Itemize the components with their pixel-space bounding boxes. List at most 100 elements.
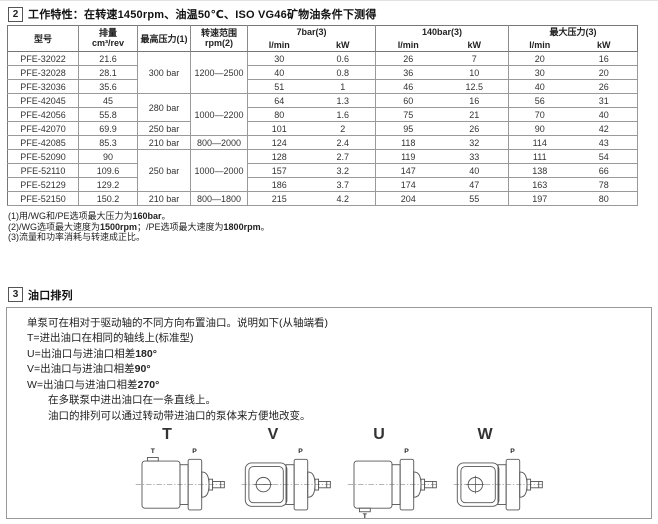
table-cell: 26	[440, 121, 510, 136]
col-header-model: 型号	[7, 25, 79, 52]
port-diagram-t: T P T	[134, 426, 226, 518]
group-header-140bar: 140bar(3)	[375, 25, 510, 38]
col-header-speed-range: 转速范围 rpm(2)	[190, 25, 248, 52]
table-cell: 55	[440, 191, 510, 206]
subcol-kw: kW	[440, 38, 510, 52]
table-cell: 51	[247, 79, 311, 94]
table-cell: 69.9	[78, 121, 138, 136]
table-cell: 85.3	[78, 135, 138, 150]
text-segment: 1800rpm	[223, 221, 261, 232]
subcol-kw: kW	[570, 38, 638, 52]
table-cell: 30	[247, 51, 311, 66]
table-cell: 210 bar	[137, 135, 191, 150]
table-cell: 300 bar	[137, 51, 191, 94]
table-cell: 114	[508, 135, 571, 150]
table-cell: 2.4	[310, 135, 377, 150]
section2-number-box: 2	[8, 6, 23, 22]
section2-title: 工作特性：在转速1450rpm、油温50℃、ISO VG46矿物油条件下测得	[28, 9, 377, 21]
table-cell: 109.6	[78, 163, 138, 178]
port-text-line: V=出油口与进油口相差90°	[27, 362, 651, 378]
table-cell: 16	[570, 51, 639, 66]
port-text-line: W=出油口与进油口相差270°	[27, 378, 651, 394]
text-segment: 。	[161, 211, 171, 221]
table-cell: 147	[375, 163, 441, 178]
port-label: P	[192, 448, 197, 455]
diagram-label: W	[477, 426, 493, 443]
spec-table-body: PFE-32022 21.6 300 bar 1200—2500 30 0.6 26 7 20 1…	[7, 51, 639, 206]
table-cell: 54	[570, 149, 639, 164]
text-segment: T=进出油口在相同的轴线上(标准型)	[27, 332, 194, 344]
footnote: (2)/WG选项最大速度为1500rpm；/PE选项最大速度为1800rpm。	[8, 222, 658, 233]
table-cell: 1	[310, 79, 377, 94]
table-cell: 35.6	[78, 79, 138, 94]
table-cell: 26	[375, 51, 441, 66]
table-cell: 45	[78, 93, 138, 108]
table-cell: 42	[570, 121, 639, 136]
table-cell: PFE-42085	[7, 135, 79, 150]
table-row: PFE-42085 85.3 210 bar 800—2000 124 2.4 118 32 1…	[7, 135, 639, 150]
table-cell: 3.2	[310, 163, 377, 178]
header-row-units: l/min kW l/min kW l/min kW	[8, 38, 638, 52]
table-cell: 1.3	[310, 93, 377, 108]
table-cell: 1200—2500	[190, 51, 248, 94]
spec-table-head: 型号 排量 cm³/rev 最高压力(1) 转速范围 rpm(2) 7bar(3…	[7, 25, 638, 52]
footnotes: (1)用/WG和/PE选项最大压力为160bar。 (2)/WG选项最大速度为15…	[8, 211, 658, 243]
col-header-max-pressure: 最高压力(1)	[137, 25, 191, 52]
table-cell: 111	[508, 149, 571, 164]
footnote: (1)用/WG和/PE选项最大压力为160bar。	[8, 211, 658, 222]
table-cell: 101	[247, 121, 311, 136]
table-cell: 250 bar	[137, 149, 191, 192]
table-cell: PFE-32036	[7, 79, 79, 94]
table-cell: 119	[375, 149, 441, 164]
table-cell: PFE-32022	[7, 51, 79, 66]
table-cell: 70	[508, 107, 571, 122]
text-segment: (1)用/WG和/PE选项最大压力为	[8, 211, 133, 221]
port-arrangement-box: 单泵可在相对于驱动轴的不同方向布置油口。说明如下(从轴端看) T=进出油口在相同的…	[6, 306, 652, 519]
table-cell: PFE-32028	[7, 65, 79, 80]
table-row: PFE-32022 21.6 300 bar 1200—2500 30 0.6 26 7 20 1…	[7, 51, 639, 94]
port-text-line: 油口的排列可以通过转动带进油口的泵体来方便地改变。	[27, 409, 651, 425]
table-cell: 40	[508, 79, 571, 94]
table-cell: 250 bar	[137, 121, 191, 136]
table-row: PFE-52110 109.6 157 3.2 147 40 138 66	[7, 163, 639, 178]
table-row: PFE-32028 28.1 40 0.8 36 10 30 20	[7, 65, 639, 80]
table-cell: 2.7	[310, 149, 377, 164]
table-cell: 80	[570, 191, 639, 206]
text-segment: (3)流量和功率消耗与转速成正比。	[8, 232, 146, 242]
pump-diagram-u: PT	[347, 448, 437, 518]
table-cell: 47	[440, 177, 510, 192]
subcol-lmin: l/min	[508, 38, 571, 52]
port-arrangement-text: 单泵可在相对于驱动轴的不同方向布置油口。说明如下(从轴端看) T=进出油口在相同的…	[27, 316, 651, 425]
text-segment: 90°	[134, 363, 151, 375]
table-cell: 16	[440, 93, 510, 108]
table-cell: 10	[440, 65, 510, 80]
text-segment: 油口的排列可以通过转动带进油口的泵体来方便地改变。	[48, 409, 311, 422]
table-row: PFE-52129 129.2 186 3.7 174 47 163 78	[7, 177, 639, 192]
table-cell: PFE-52129	[7, 177, 79, 192]
subcol-lmin: l/min	[375, 38, 441, 52]
text-segment: U=出油口与进油口相差	[27, 347, 136, 360]
text-segment: 180°	[135, 347, 157, 360]
table-cell: 26	[570, 79, 639, 94]
table-cell: 174	[375, 177, 441, 192]
subcol-kw: kW	[310, 38, 377, 52]
table-row: PFE-52150 150.2 210 bar 800—1800 215 4.2 204 55…	[7, 191, 639, 206]
table-cell: 33	[440, 149, 510, 164]
diagram-label: V	[267, 426, 279, 443]
port-text-line: T=进出油口在相同的轴线上(标准型)	[27, 331, 651, 347]
text-segment: ；/PE选项最大速度为	[137, 221, 224, 232]
table-cell: 55.8	[78, 107, 138, 122]
port-label: T	[151, 448, 156, 455]
table-cell: 128	[247, 149, 311, 164]
section2-header: 2 工作特性：在转速1450rpm、油温50℃、ISO VG46矿物油条件下测得	[8, 6, 658, 22]
text-segment: 。	[260, 221, 270, 232]
text-segment: W=出油口与进油口相差	[27, 378, 138, 391]
table-cell: PFE-42070	[7, 121, 79, 136]
table-row: PFE-42070 69.9 250 bar 101 2 95 26 90 42	[7, 121, 639, 136]
table-cell: 800—1800	[190, 191, 248, 206]
table-cell: 197	[508, 191, 571, 206]
table-cell: 28.1	[78, 65, 138, 80]
diagram-label: T	[162, 426, 172, 443]
